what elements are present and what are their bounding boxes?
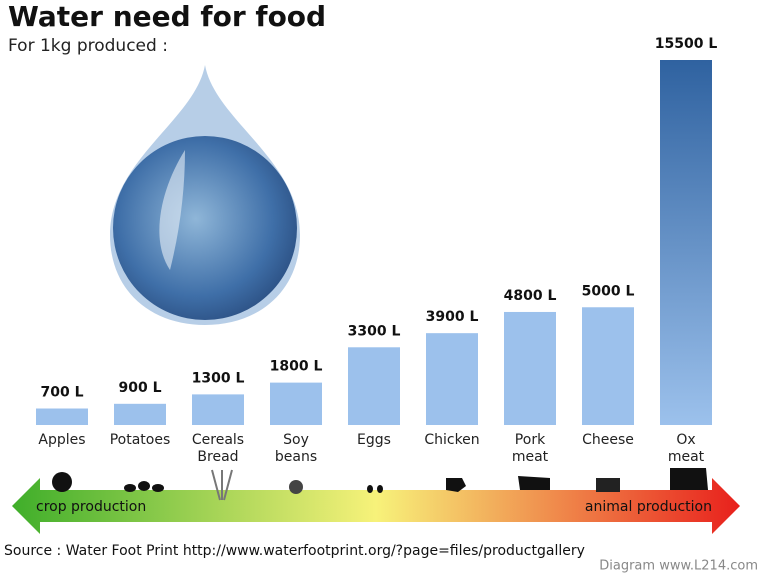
category-label: Cheese	[582, 432, 634, 448]
bar	[348, 347, 400, 425]
bar	[36, 408, 88, 425]
pig-icon	[518, 476, 550, 490]
potato-icon	[124, 481, 164, 492]
credit: Diagram www.L214.com	[599, 559, 758, 574]
apple-icon	[52, 472, 72, 492]
value-label: 5000 L	[582, 283, 635, 299]
value-label: 4800 L	[504, 288, 557, 304]
category-label: Cereals Bread	[191, 432, 245, 465]
category-label: Ox meat	[667, 432, 705, 465]
bar	[504, 311, 556, 425]
cereal-icon	[211, 469, 233, 501]
value-label: 3300 L	[348, 323, 401, 339]
soy-icon	[289, 480, 303, 494]
category-label: Chicken	[424, 432, 480, 448]
arrow-right-label: animal production	[585, 499, 712, 515]
category-label: Soy beans	[274, 432, 318, 465]
egg-icon	[367, 485, 383, 493]
bar	[114, 403, 166, 425]
value-label: 700 L	[40, 385, 83, 401]
category-label: Potatoes	[109, 432, 171, 448]
bar	[192, 394, 244, 425]
value-label: 3900 L	[426, 309, 479, 325]
chicken-icon	[446, 478, 466, 492]
value-label: 900 L	[118, 380, 161, 396]
value-label: 1800 L	[270, 359, 323, 375]
drop-highlight	[159, 150, 185, 270]
bar	[660, 60, 712, 425]
category-label: Eggs	[357, 432, 391, 448]
category-label: Apples	[38, 432, 86, 448]
ox-icon	[670, 468, 708, 490]
cheese-icon	[596, 478, 620, 492]
bar	[426, 333, 478, 425]
value-label: 1300 L	[192, 370, 245, 386]
category-label: Pork meat	[511, 432, 549, 465]
bar	[582, 307, 634, 425]
chart-subtitle: For 1kg produced :	[8, 36, 168, 56]
bar	[270, 382, 322, 425]
value-label: 15500 L	[655, 36, 718, 52]
earth	[113, 136, 297, 320]
arrow-left-label: crop production	[36, 499, 146, 515]
chart-title: Water need for food	[8, 0, 326, 33]
source: Source : Water Foot Print http://www.wat…	[4, 543, 585, 559]
production-arrow	[12, 478, 740, 534]
